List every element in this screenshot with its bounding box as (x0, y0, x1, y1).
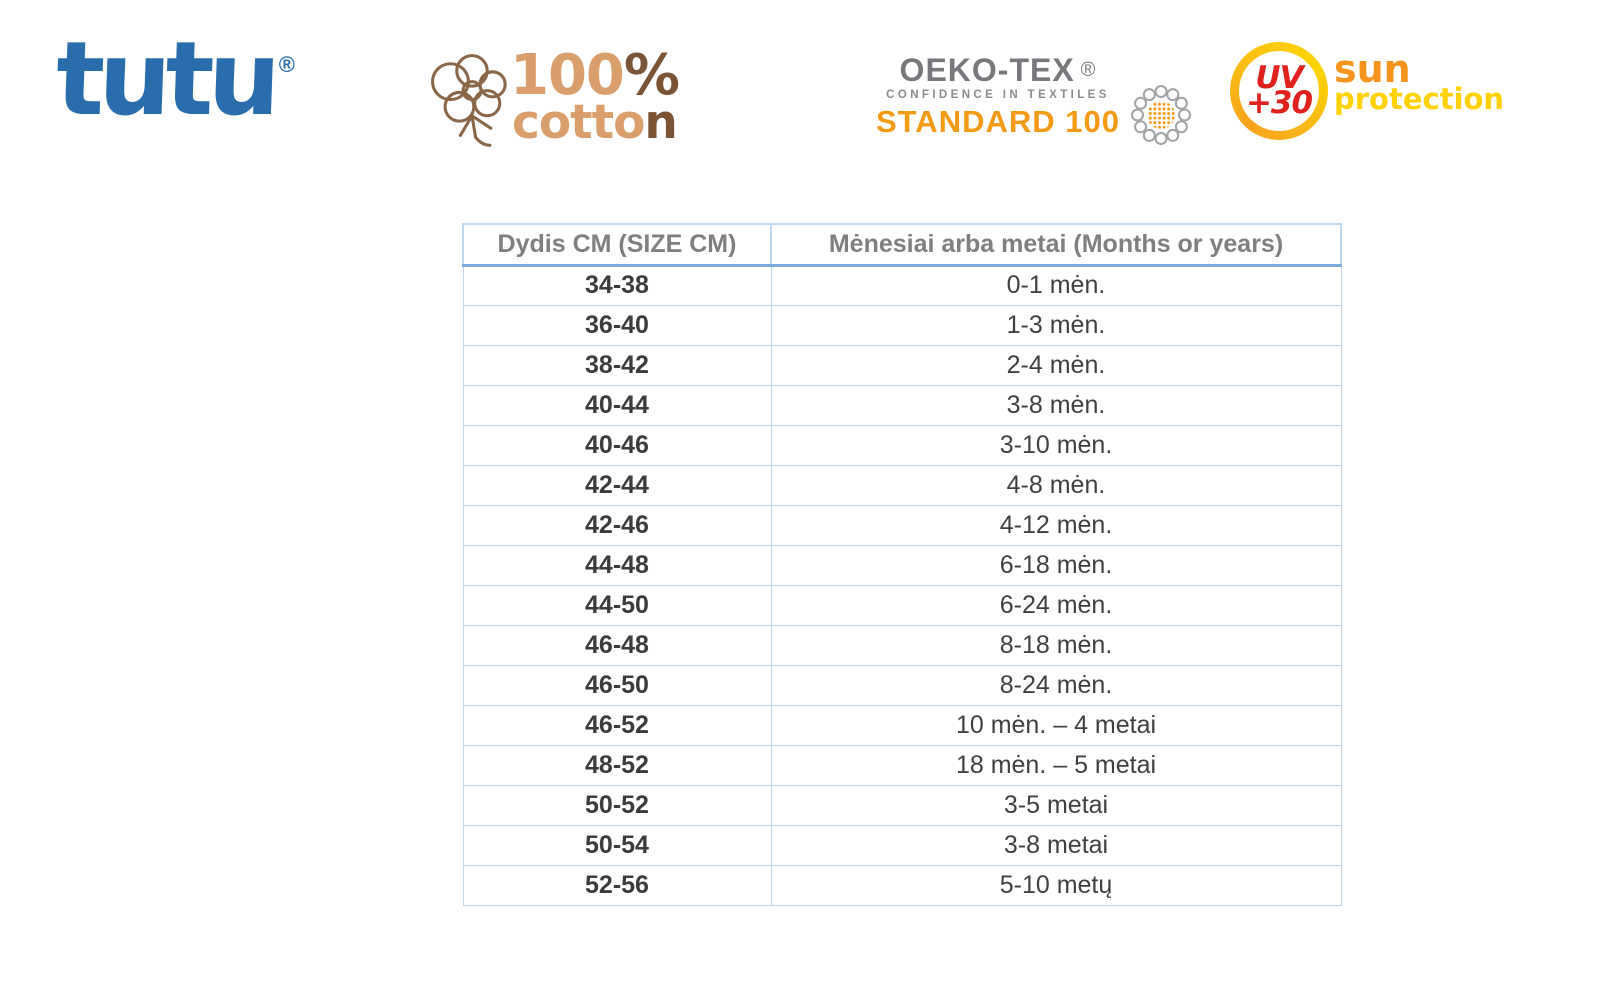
size-cell: 40-44 (462, 384, 772, 426)
uv-badge-line2: +30 (1245, 85, 1313, 121)
age-cell: 10 mėn. – 4 metai (770, 704, 1342, 746)
cotton-word-tail: n (644, 94, 677, 150)
header-row: Dydis CM (SIZE CM) Mėnesiai arba metai (… (462, 223, 1342, 267)
oeko-registered-mark: ® (1080, 59, 1097, 81)
table-row: 52-56 5-10 metų (462, 864, 1342, 906)
table-row: 40-44 3-8 mėn. (462, 384, 1342, 426)
tutu-wordmark: tutu (53, 20, 277, 139)
age-cell: 3-8 mėn. (770, 384, 1342, 426)
header-months-or-years: Mėnesiai arba metai (Months or years) (770, 223, 1342, 267)
cotton-word-head: cotto (512, 94, 645, 150)
table-row: 34-38 0-1 mėn. (462, 264, 1342, 306)
cotton-100-logo: 100% cotton (418, 44, 680, 148)
table-row: 36-40 1-3 mėn. (462, 304, 1342, 346)
age-cell: 3-5 metai (770, 784, 1342, 826)
oeko-dotted-globe-icon (1146, 101, 1175, 129)
cotton-word-label: cotton (512, 99, 679, 146)
size-cell: 34-38 (462, 264, 772, 306)
table-row: 48-52 18 mėn. – 5 metai (462, 744, 1342, 786)
oeko-tex-logo: OEKO-TEX ® CONFIDENCE IN TEXTILES STANDA… (876, 54, 1192, 146)
table-row: 46-50 8-24 mėn. (462, 664, 1342, 706)
table-row: 50-54 3-8 metai (462, 824, 1342, 866)
registered-trademark-mark: ® (278, 52, 295, 77)
size-cell: 52-56 (462, 864, 772, 906)
header-size-cm: Dydis CM (SIZE CM) (462, 223, 772, 267)
table-row: 46-48 8-18 mėn. (462, 624, 1342, 666)
cotton-percent-sign: % (623, 43, 680, 108)
age-cell: 4-8 mėn. (770, 464, 1342, 506)
oeko-tex-title: OEKO-TEX ® (876, 54, 1120, 86)
size-cell: 42-44 (462, 464, 772, 506)
age-cell: 1-3 mėn. (770, 304, 1342, 346)
oeko-tex-subtitle: CONFIDENCE IN TEXTILES (886, 89, 1110, 101)
table-row: 42-44 4-8 mėn. (462, 464, 1342, 506)
uv-ring-icon: UV +30 (1230, 42, 1328, 140)
size-cell: 44-50 (462, 584, 772, 626)
size-cell: 46-48 (462, 624, 772, 666)
size-chart: Dydis CM (SIZE CM) Mėnesiai arba metai (… (462, 223, 1342, 906)
size-cell: 46-52 (462, 704, 772, 746)
age-cell: 4-12 mėn. (770, 504, 1342, 546)
age-cell: 6-18 mėn. (770, 544, 1342, 586)
table-body: 34-38 0-1 mėn. 36-40 1-3 mėn. 38-42 2-4 mėn. 4… (462, 264, 1342, 906)
table-row: 40-46 3-10 mėn. (462, 424, 1342, 466)
size-chart-table: Dydis CM (SIZE CM) Mėnesiai arba metai (… (462, 223, 1342, 906)
cotton-flower-icon (431, 54, 507, 147)
cotton-100-number: 100 (510, 43, 625, 108)
age-cell: 5-10 metų (770, 864, 1342, 906)
size-cell: 38-42 (462, 344, 772, 386)
size-cell: 44-48 (462, 544, 772, 586)
tutu-brand-logo: tutu ® (53, 20, 295, 139)
oeko-tex-name: OEKO-TEX (899, 52, 1075, 88)
size-cell: 50-54 (462, 824, 772, 866)
size-cell: 46-50 (462, 664, 772, 706)
size-cell: 36-40 (462, 304, 772, 346)
table-row: 50-52 3-5 metai (462, 784, 1342, 826)
oeko-tex-standard-label: STANDARD 100 (876, 103, 1120, 139)
size-cell: 40-46 (462, 424, 772, 466)
age-cell: 3-8 metai (770, 824, 1342, 866)
age-cell: 8-18 mėn. (770, 624, 1342, 666)
table-row: 42-46 4-12 mėn. (462, 504, 1342, 546)
protection-label: protection (1334, 82, 1505, 117)
age-cell: 3-10 mėn. (770, 424, 1342, 466)
table-row: 44-50 6-24 mėn. (462, 584, 1342, 626)
table-row: 46-52 10 mėn. – 4 metai (462, 704, 1342, 746)
oeko-tex-emblem-icon (1130, 84, 1192, 146)
age-cell: 18 mėn. – 5 metai (770, 744, 1342, 786)
cotton-100-percent-label: 100% (510, 48, 680, 104)
age-cell: 8-24 mėn. (770, 664, 1342, 706)
size-cell: 48-52 (462, 744, 772, 786)
table-row: 44-48 6-18 mėn. (462, 544, 1342, 586)
age-cell: 0-1 mėn. (770, 264, 1342, 306)
uv-badge-line1: UV (1255, 59, 1303, 96)
sun-label: sun (1334, 47, 1411, 91)
size-cell: 50-52 (462, 784, 772, 826)
age-cell: 6-24 mėn. (770, 584, 1342, 626)
size-chart-header: Dydis CM (SIZE CM) Mėnesiai arba metai (… (462, 223, 1342, 267)
size-cell: 42-46 (462, 504, 772, 546)
age-cell: 2-4 mėn. (770, 344, 1342, 386)
table-row: 38-42 2-4 mėn. (462, 344, 1342, 386)
